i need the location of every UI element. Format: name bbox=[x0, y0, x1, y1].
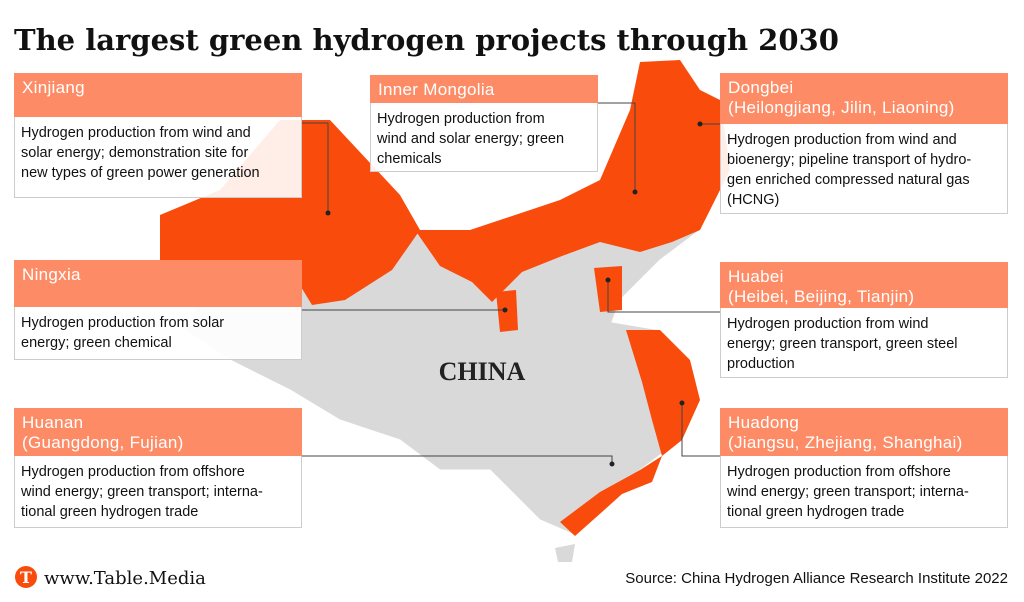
region-description: Hydrogen production from wind and bioener… bbox=[720, 124, 1008, 214]
description-line: tional green hydrogen trade bbox=[21, 504, 199, 520]
region-name: Huadong bbox=[728, 413, 800, 432]
description-line: energy; green transport, green steel bbox=[727, 336, 958, 352]
title: The largest green hydrogen projects thro… bbox=[14, 23, 839, 57]
website: www.Table.Media bbox=[44, 568, 206, 589]
region-header: Dongbei (Heilongjiang, Jilin, Liaoning) bbox=[720, 73, 1008, 124]
description-line: (HCNG) bbox=[727, 192, 780, 208]
description-line: Hydrogen production from offshore bbox=[727, 464, 951, 480]
description-line: bioenergy; pipeline transport of hydro- bbox=[727, 152, 972, 168]
region-name: (Heibei, Beijing, Tianjin) bbox=[728, 287, 915, 306]
region-description: Hydrogen production from wind energy; gre… bbox=[720, 308, 1008, 378]
dot bbox=[697, 121, 703, 127]
description-line: Hydrogen production from wind and bbox=[727, 132, 957, 148]
region-header: Huabei (Heibei, Beijing, Tianjin) bbox=[720, 262, 1008, 308]
region-header: Ningxia bbox=[14, 260, 302, 307]
region-description: Hydrogen production from wind and solar e… bbox=[14, 117, 302, 198]
huanan-region bbox=[560, 456, 662, 536]
connectors bbox=[302, 102, 720, 464]
dot bbox=[325, 210, 331, 216]
region-name: (Jiangsu, Zhejiang, Shanghai) bbox=[728, 433, 963, 452]
region-name: Huanan bbox=[22, 413, 84, 432]
dot bbox=[679, 400, 685, 406]
description-line: production bbox=[727, 356, 795, 372]
description-line: energy; green chemical bbox=[21, 335, 172, 351]
region-name: Inner Mongolia bbox=[378, 80, 495, 99]
description-line: wind energy; green transport; interna- bbox=[727, 484, 969, 500]
description-line: wind energy; green transport; interna- bbox=[21, 484, 263, 500]
connector bbox=[302, 455, 613, 464]
region-header: Inner Mongolia bbox=[370, 75, 598, 103]
description-line: gen enriched compressed natural gas bbox=[727, 172, 970, 188]
region-header: Huadong (Jiangsu, Zhejiang, Shanghai) bbox=[720, 408, 1008, 456]
description-line: Hydrogen production from wind and bbox=[21, 125, 251, 141]
region-description: Hydrogen production from wind and solar e… bbox=[370, 103, 598, 172]
region-name: (Guangdong, Fujian) bbox=[22, 433, 184, 452]
logo-badge bbox=[15, 566, 37, 588]
description-line: Hydrogen production from offshore bbox=[21, 464, 245, 480]
description-line: wind and solar energy; green bbox=[377, 131, 565, 147]
hainan bbox=[555, 544, 575, 562]
dots bbox=[325, 121, 703, 467]
connector bbox=[302, 122, 329, 213]
map-label: CHINA bbox=[439, 357, 526, 386]
region-header: Xinjiang bbox=[14, 73, 302, 117]
dot bbox=[605, 277, 611, 283]
description-line: chemicals bbox=[377, 151, 442, 167]
region-header: Huanan (Guangdong, Fujian) bbox=[14, 408, 302, 456]
dot bbox=[502, 307, 508, 313]
description-line: new types of green power generation bbox=[21, 165, 260, 181]
logo: T bbox=[20, 568, 32, 587]
region-description: Hydrogen production from offshore wind en… bbox=[720, 456, 1008, 528]
source: Source: China Hydrogen Alliance Research… bbox=[625, 570, 1008, 587]
region-description: Hydrogen production from offshore wind en… bbox=[14, 456, 302, 528]
description-line: tional green hydrogen trade bbox=[727, 504, 905, 520]
connector bbox=[681, 403, 720, 457]
region-description: Hydrogen production from solar energy; gr… bbox=[14, 307, 302, 360]
region-name: Xinjiang bbox=[22, 78, 85, 97]
region-name: Dongbei bbox=[728, 78, 794, 97]
description-line: solar energy; demonstration site for bbox=[21, 145, 249, 161]
description-line: Hydrogen production from wind bbox=[727, 316, 929, 332]
connector bbox=[598, 102, 636, 192]
description-line: Hydrogen production from solar bbox=[21, 315, 225, 331]
region-name: Ningxia bbox=[22, 265, 81, 284]
north-region bbox=[415, 60, 730, 302]
dot bbox=[632, 189, 638, 195]
dot bbox=[609, 461, 615, 467]
xinjiang-region bbox=[160, 120, 420, 305]
description-line: Hydrogen production from bbox=[377, 111, 545, 127]
connector bbox=[607, 280, 720, 313]
region-name: Huabei bbox=[728, 267, 784, 286]
region-name: (Heilongjiang, Jilin, Liaoning) bbox=[728, 98, 955, 117]
